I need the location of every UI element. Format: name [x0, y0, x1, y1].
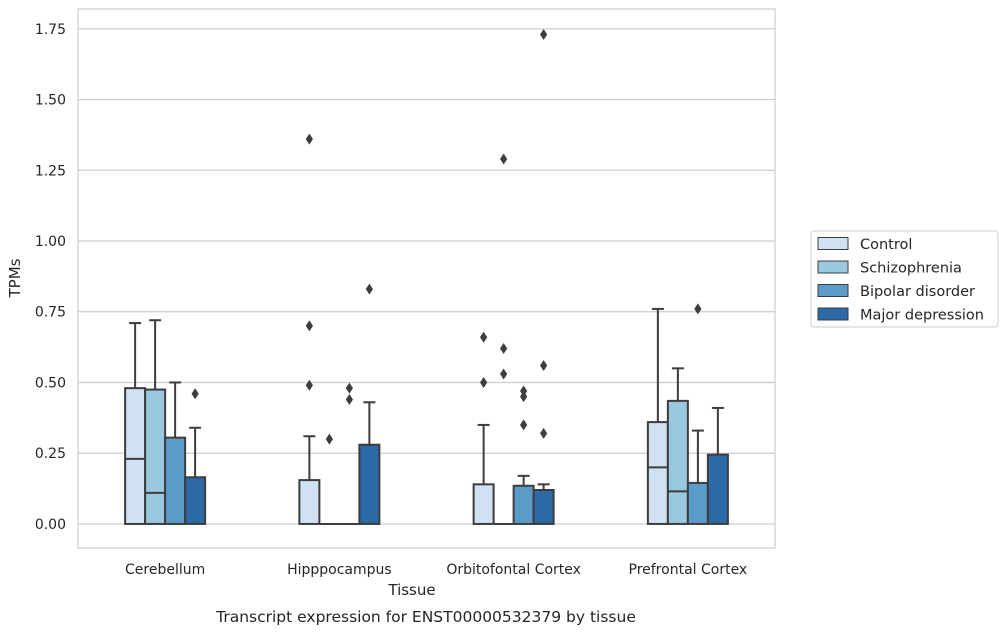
outlier-point [500, 343, 508, 355]
box [532, 28, 555, 525]
legend-swatch [817, 307, 849, 321]
outlier-point [325, 433, 333, 445]
legend-swatch [817, 284, 849, 297]
box-body [646, 421, 669, 525]
series-major-depression [184, 28, 729, 525]
outlier-point [500, 153, 508, 165]
y-tick-label: 1.75 [35, 22, 66, 38]
box [298, 133, 321, 525]
series-bipolar-disorder [164, 303, 709, 525]
outlier-point [365, 283, 373, 295]
box-body [144, 388, 167, 525]
legend-item: Bipolar disorder [817, 284, 975, 300]
box [144, 319, 167, 525]
y-axis-ticks: 0.00 0.25 0.50 0.75 1.00 1.25 1.50 1.75 [35, 22, 66, 533]
outlier-point [694, 303, 702, 315]
box [686, 303, 709, 525]
box-body [512, 484, 535, 525]
box-body [532, 488, 555, 525]
box-body [298, 479, 321, 525]
legend-label: Major depression [860, 308, 984, 324]
box [706, 406, 729, 525]
y-tick-label: 0.50 [35, 375, 66, 391]
box-body [184, 476, 207, 525]
legend-label: Bipolar disorder [860, 284, 975, 300]
outlier-point [520, 419, 528, 431]
box [164, 381, 187, 525]
chart-caption: Transcript expression for ENST0000053237… [215, 608, 636, 626]
x-tick-label: Hipppocampus [287, 562, 392, 578]
box-body [164, 436, 187, 525]
y-tick-label: 0.00 [35, 517, 66, 533]
box-body [124, 387, 147, 525]
outlier-point [520, 385, 528, 397]
box [493, 153, 514, 525]
y-tick-label: 1.50 [35, 93, 66, 109]
legend-swatch [817, 237, 849, 250]
legend-label: Control [860, 237, 912, 253]
legend-item: Schizophrenia [817, 260, 962, 277]
box [358, 283, 381, 525]
y-tick-label: 1.25 [35, 163, 66, 179]
box [184, 388, 207, 525]
plot-area-frame [77, 8, 776, 549]
outlier-point [540, 28, 548, 40]
box-series [124, 28, 729, 525]
box [472, 331, 495, 525]
outlier-point [540, 360, 548, 372]
x-tick-label: Prefrontal Cortex [629, 562, 748, 578]
outlier-point [191, 388, 199, 400]
box [646, 307, 669, 525]
outlier-point [520, 391, 528, 403]
x-tick-label: Orbitofontal Cortex [446, 562, 581, 578]
box [339, 382, 360, 525]
legend-frame [810, 230, 999, 328]
outlier-point [305, 133, 313, 145]
box [124, 322, 147, 525]
series-control [124, 133, 669, 525]
outlier-point [540, 427, 548, 439]
box-body [472, 483, 495, 525]
box-body [706, 453, 729, 525]
x-axis-title: Tissue [387, 581, 435, 599]
x-tick-label: Cerebellum [125, 562, 205, 578]
box [512, 385, 535, 525]
outlier-point [480, 331, 488, 343]
legend-item: Major depression [817, 307, 984, 324]
box-body [686, 481, 709, 525]
y-axis-title: TPMs [6, 258, 24, 298]
x-axis-ticks: Cerebellum Hipppocampus Orbitofontal Corte… [125, 562, 747, 578]
legend-item: Control [817, 237, 912, 253]
box [666, 367, 689, 525]
outlier-point [345, 382, 353, 394]
y-tick-label: 1.00 [35, 234, 66, 250]
box [319, 433, 340, 525]
box-body [358, 443, 381, 525]
y-tick-label: 0.75 [35, 305, 66, 321]
outlier-point [305, 379, 313, 391]
legend-swatch [817, 260, 849, 274]
outlier-point [480, 376, 488, 388]
box-body [666, 399, 689, 525]
legend: Control Schizophrenia Bipolar disorder Majo… [810, 230, 999, 328]
outlier-point [500, 368, 508, 380]
y-tick-label: 0.25 [35, 446, 66, 462]
series-schizophrenia [144, 153, 689, 525]
outlier-point [345, 393, 353, 405]
legend-label: Schizophrenia [860, 261, 962, 277]
outlier-point [305, 320, 313, 332]
